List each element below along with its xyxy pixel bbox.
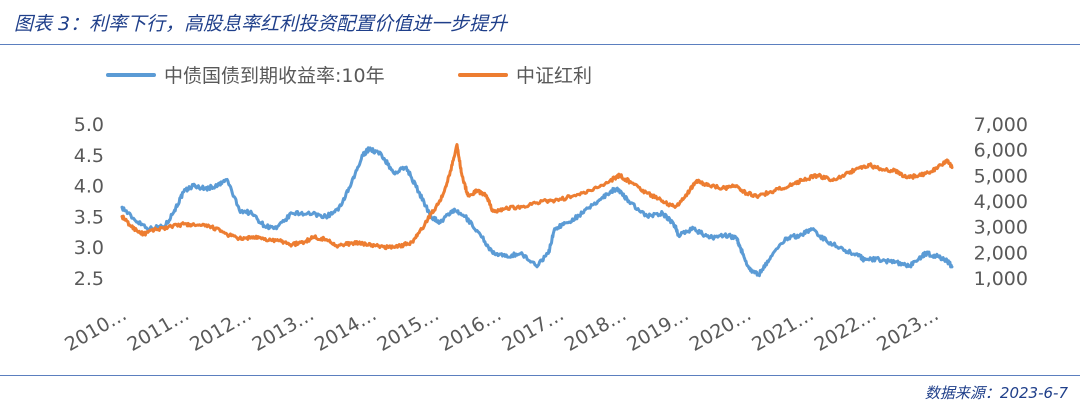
x-tick-label: 2016… (436, 303, 505, 356)
right-tick-label: 6,000 (974, 140, 1028, 162)
right-tick-label: 7,000 (974, 114, 1028, 136)
dividend-index-line (120, 143, 954, 251)
left-tick-label: 5.0 (74, 114, 104, 136)
right-tick-label: 3,000 (974, 217, 1028, 239)
x-tick-label: 2017… (498, 303, 567, 356)
bond-yield-line (120, 146, 954, 278)
top-divider (0, 44, 1080, 45)
x-tick-label: 2018… (561, 303, 630, 356)
x-tick-label: 2020… (686, 303, 755, 356)
right-tick-label: 2,000 (974, 242, 1028, 264)
x-tick-label: 2019… (623, 303, 692, 356)
legend: 中债国债到期收益率:10年 中证红利 (106, 65, 592, 87)
x-tick-label: 2021… (748, 303, 817, 356)
left-tick-label: 4.5 (74, 145, 104, 167)
legend-label: 中债国债到期收益率:10年 (164, 65, 385, 87)
right-tick-label: 1,000 (974, 268, 1028, 290)
line-chart: 中债国债到期收益率:10年 中证红利 5.0 4.5 4.0 3.5 3.0 2.5 7,0… (61, 65, 1028, 356)
left-tick-label: 4.0 (74, 176, 104, 198)
x-tick-label: 2014… (311, 303, 380, 356)
source-note: 数据来源：2023-6-7 (924, 384, 1068, 402)
left-tick-label: 3.5 (74, 206, 104, 228)
x-tick-label: 2015… (373, 303, 442, 356)
right-y-axis: 7,000 6,000 5,000 4,000 3,000 2,000 1,000 (974, 114, 1028, 290)
plot-area (120, 143, 954, 278)
x-tick-label: 2011… (124, 303, 193, 356)
legend-label: 中证红利 (516, 65, 592, 87)
x-tick-label: 2013… (249, 303, 318, 356)
left-tick-label: 2.5 (74, 268, 104, 290)
figure-title: 图表 3：利率下行，高股息率红利投资配置价值进一步提升 (14, 13, 508, 35)
right-tick-label: 4,000 (974, 191, 1028, 213)
x-tick-label: 2010… (61, 303, 130, 356)
right-tick-label: 5,000 (974, 165, 1028, 187)
x-tick-label: 2012… (186, 303, 255, 356)
x-tick-label: 2023… (873, 303, 942, 356)
x-tick-label: 2022… (811, 303, 880, 356)
x-axis: 2010…2011…2012…2013…2014…2015…2016…2017…… (61, 303, 942, 356)
left-y-axis: 5.0 4.5 4.0 3.5 3.0 2.5 (74, 114, 104, 290)
left-tick-label: 3.0 (74, 237, 104, 259)
bottom-divider (0, 375, 1080, 376)
